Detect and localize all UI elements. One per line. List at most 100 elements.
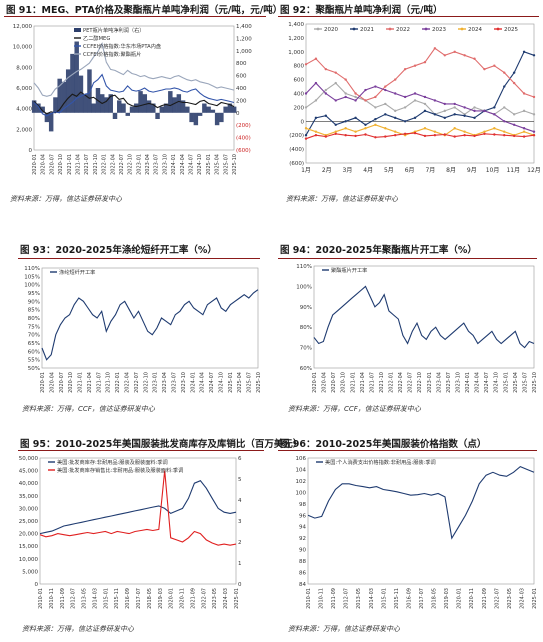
- series-point: [384, 102, 387, 106]
- series-point: [344, 92, 347, 95]
- tick-label: 2021-09: [482, 588, 488, 609]
- tick-label: 2022-10: [128, 154, 134, 175]
- tick-label: 2011-09: [331, 588, 337, 609]
- series-point: [463, 114, 466, 117]
- series-point: [304, 106, 308, 109]
- tick-label: 60%: [300, 366, 312, 372]
- area-bar: [151, 103, 156, 113]
- series-point: [394, 134, 397, 137]
- series-point: [384, 85, 387, 88]
- tick-label: 90%: [28, 299, 40, 305]
- area-bar: [138, 91, 143, 113]
- tick-label: 70%: [28, 333, 40, 339]
- tick-label: 100: [296, 490, 307, 496]
- tick-label: 2022-07: [119, 154, 125, 175]
- chart-meg-pta-profit: 0 2,000 4,000 6,000 8,000 10,000 12,000 (600) (4…: [13, 24, 252, 175]
- tick-label: (600): [289, 161, 304, 167]
- tick-label: 102: [296, 479, 307, 485]
- series-point: [423, 102, 427, 106]
- area-bar: [168, 91, 173, 113]
- series-point: [532, 54, 536, 57]
- tick-label: 2023-04: [436, 372, 442, 393]
- series-point: [394, 109, 397, 113]
- tick-label: 2020-07: [331, 372, 337, 393]
- tick-label: 10,000: [13, 45, 33, 51]
- tick-label: 800: [236, 61, 247, 67]
- tick-label: 2025-04: [513, 372, 519, 393]
- tick-label: 2025-01: [234, 588, 240, 609]
- series-point: [423, 134, 427, 138]
- area-bar: [227, 103, 233, 113]
- tick-label: 2023-07: [154, 154, 160, 175]
- series-point: [384, 88, 387, 92]
- series-point: [532, 95, 536, 99]
- series-point: [493, 64, 496, 67]
- series-point: [374, 95, 377, 99]
- figure-title: 图 96：2010-2025年美国服装价格指数（点）: [280, 439, 487, 450]
- tick-label: 2024-03: [519, 588, 525, 609]
- area-bar: [121, 103, 126, 113]
- series-point: [522, 135, 526, 138]
- series-point: [324, 92, 328, 95]
- tick-label: 98: [299, 502, 306, 508]
- tick-label: 55%: [28, 358, 40, 364]
- tick-label: 40,000: [19, 481, 39, 487]
- series-point: [354, 130, 357, 133]
- tick-label: 90: [299, 548, 306, 554]
- series-line: [41, 289, 259, 361]
- tick-label: 2024-04: [475, 372, 481, 393]
- tick-label: 5: [238, 477, 242, 483]
- series-point: [394, 130, 397, 133]
- series-point: [522, 130, 526, 133]
- tick-label: 8月: [446, 167, 456, 174]
- tick-label: 200: [294, 105, 305, 111]
- series-point: [354, 99, 357, 102]
- area-bar: [214, 112, 220, 126]
- tick-label: 2022-01: [389, 372, 395, 393]
- figure-96: 图 96：2010-2025年美国服装价格指数（点） 84 86 88 90 92 94 9…: [276, 434, 543, 642]
- series-point: [433, 113, 437, 116]
- series-point: [314, 134, 318, 137]
- tick-label: 2015-01: [103, 588, 109, 609]
- series-point: [364, 127, 367, 130]
- tick-label: 2012-07: [71, 588, 77, 609]
- tick-label: 2015-11: [114, 588, 120, 609]
- series-point: [433, 99, 437, 102]
- tick-label: 2025-10: [256, 372, 262, 393]
- series-point: [314, 57, 318, 60]
- tick-label: 2020-04: [322, 372, 328, 393]
- series-point: [374, 136, 377, 139]
- series-point: [324, 88, 328, 92]
- series-point: [354, 92, 357, 95]
- tick-label: 2022-07: [201, 588, 207, 609]
- area-bar: [189, 112, 194, 123]
- series-point: [473, 106, 476, 109]
- title-rule: [4, 16, 266, 17]
- tick-label: 2013-05: [356, 588, 362, 609]
- tick-label: 2011-09: [60, 588, 66, 609]
- figure-95: 图 95：2010-2025年美国服装批发商库存及库销比（百万美元） 0 5,00…: [0, 434, 302, 642]
- area-bar: [206, 106, 211, 113]
- tick-label: 86: [299, 571, 306, 577]
- tick-label: 2022-07: [494, 588, 500, 609]
- tick-label: 2024-01: [171, 154, 177, 175]
- series-point: [344, 78, 347, 81]
- tick-label: 2022-10: [143, 372, 149, 393]
- tick-label: 2018-05: [147, 588, 153, 609]
- series-line: [33, 91, 235, 115]
- legend-label: 2020: [324, 27, 338, 33]
- series-point: [334, 132, 337, 136]
- area-bar: [48, 112, 54, 132]
- area-bar: [125, 112, 131, 116]
- tick-label: 2021-07: [96, 372, 102, 393]
- series-point: [344, 120, 347, 123]
- tick-label: (400): [236, 136, 251, 142]
- series-line: [305, 47, 535, 102]
- area-bar: [231, 106, 237, 113]
- tick-label: 70%: [300, 346, 312, 352]
- tick-label: 2020-01: [169, 588, 175, 609]
- tick-label: 0: [29, 148, 33, 154]
- series-point: [433, 134, 437, 137]
- series-point: [443, 116, 446, 120]
- series-point: [512, 123, 516, 126]
